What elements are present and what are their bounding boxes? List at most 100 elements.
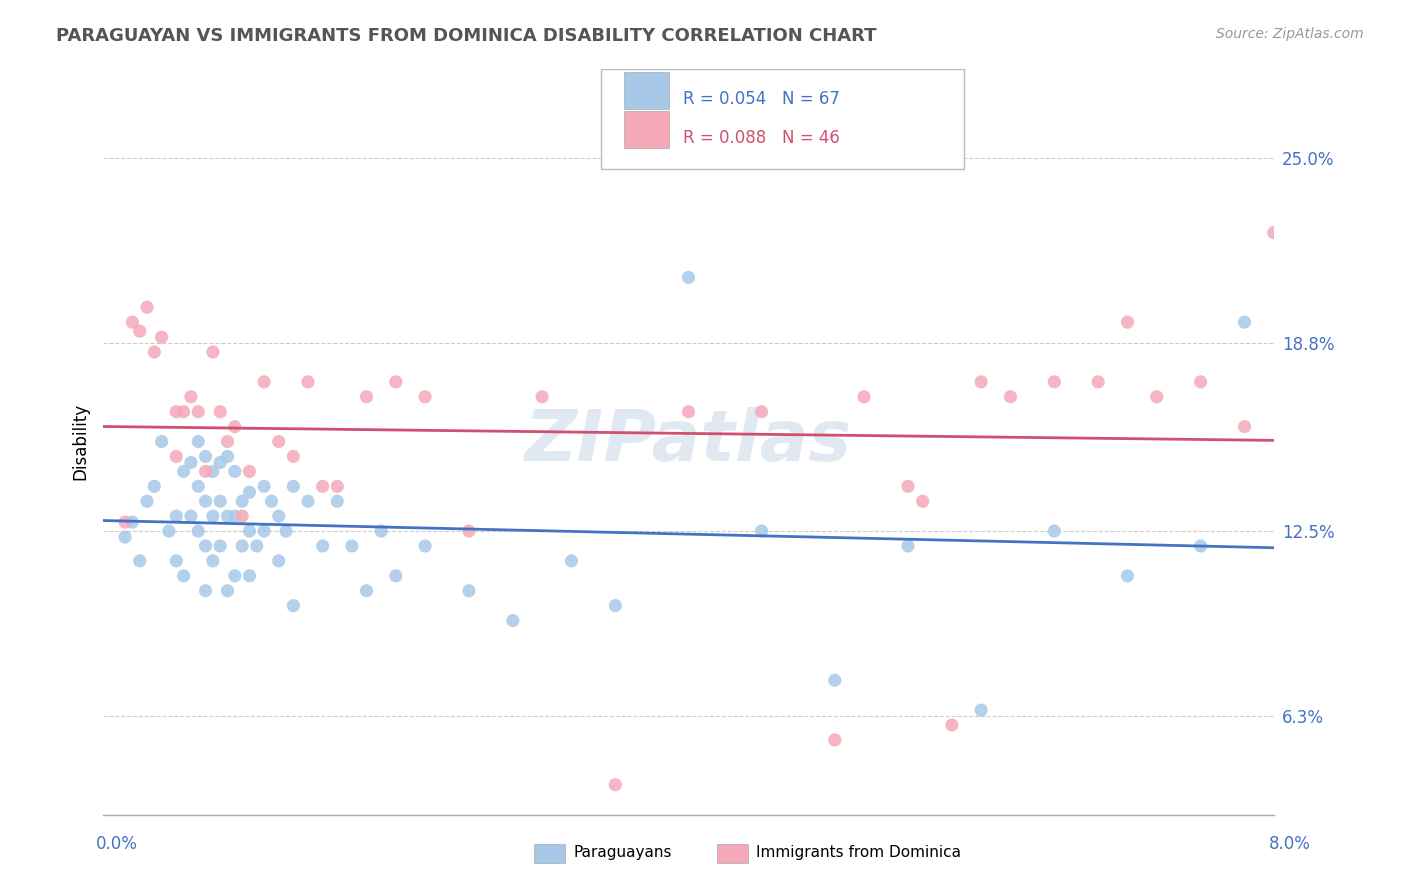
Point bbox=[458, 524, 481, 538]
Point bbox=[283, 599, 305, 613]
Point bbox=[853, 390, 876, 404]
Point bbox=[824, 673, 846, 688]
Point bbox=[751, 405, 773, 419]
Point bbox=[180, 455, 202, 469]
Point bbox=[187, 405, 209, 419]
Point bbox=[217, 450, 239, 464]
Point bbox=[143, 345, 166, 359]
Point bbox=[238, 524, 260, 538]
Point bbox=[173, 464, 195, 478]
Point bbox=[356, 390, 378, 404]
Point bbox=[413, 390, 436, 404]
Point bbox=[356, 583, 378, 598]
Point bbox=[238, 485, 260, 500]
Point bbox=[502, 614, 524, 628]
Point bbox=[413, 539, 436, 553]
Point bbox=[605, 599, 627, 613]
Point bbox=[173, 569, 195, 583]
Point bbox=[187, 524, 209, 538]
Point bbox=[385, 375, 408, 389]
Point bbox=[114, 530, 136, 544]
Point bbox=[311, 479, 333, 493]
Point bbox=[253, 375, 276, 389]
Point bbox=[231, 509, 253, 524]
Point bbox=[1233, 419, 1256, 434]
Point bbox=[246, 539, 269, 553]
Point bbox=[678, 270, 700, 285]
FancyBboxPatch shape bbox=[624, 72, 669, 109]
Point bbox=[128, 554, 150, 568]
Point bbox=[143, 479, 166, 493]
Point bbox=[194, 464, 217, 478]
Text: PARAGUAYAN VS IMMIGRANTS FROM DOMINICA DISABILITY CORRELATION CHART: PARAGUAYAN VS IMMIGRANTS FROM DOMINICA D… bbox=[56, 27, 877, 45]
Point bbox=[751, 524, 773, 538]
Point bbox=[180, 390, 202, 404]
Point bbox=[201, 345, 224, 359]
Point bbox=[370, 524, 392, 538]
Point bbox=[1146, 390, 1168, 404]
Point bbox=[253, 524, 276, 538]
Point bbox=[897, 479, 920, 493]
Point bbox=[201, 464, 224, 478]
Point bbox=[970, 375, 993, 389]
Point bbox=[311, 539, 333, 553]
Point bbox=[165, 554, 187, 568]
Point bbox=[150, 434, 173, 449]
Point bbox=[157, 524, 180, 538]
Point bbox=[173, 405, 195, 419]
Point bbox=[260, 494, 283, 508]
Point bbox=[194, 539, 217, 553]
Point bbox=[531, 390, 554, 404]
Text: 8.0%: 8.0% bbox=[1268, 835, 1310, 853]
Point bbox=[187, 479, 209, 493]
Point bbox=[283, 479, 305, 493]
Point bbox=[941, 718, 963, 732]
Point bbox=[180, 509, 202, 524]
Point bbox=[165, 405, 187, 419]
Point bbox=[297, 494, 319, 508]
Point bbox=[165, 450, 187, 464]
Point bbox=[1000, 390, 1022, 404]
Point bbox=[560, 554, 582, 568]
Point bbox=[217, 509, 239, 524]
Text: ZIPatlas: ZIPatlas bbox=[524, 407, 852, 476]
Point bbox=[187, 434, 209, 449]
Point bbox=[150, 330, 173, 344]
Point bbox=[326, 479, 349, 493]
Point bbox=[194, 494, 217, 508]
Point bbox=[267, 554, 290, 568]
Point bbox=[136, 300, 159, 314]
Point bbox=[224, 464, 246, 478]
FancyBboxPatch shape bbox=[624, 111, 669, 148]
Point bbox=[194, 583, 217, 598]
Point bbox=[1189, 375, 1212, 389]
Point bbox=[201, 554, 224, 568]
Point bbox=[194, 450, 217, 464]
Point bbox=[253, 479, 276, 493]
Point bbox=[128, 324, 150, 338]
Text: 0.0%: 0.0% bbox=[96, 835, 138, 853]
Point bbox=[121, 515, 143, 529]
Point bbox=[1043, 524, 1066, 538]
Point bbox=[224, 509, 246, 524]
Point bbox=[114, 515, 136, 529]
Point bbox=[209, 405, 232, 419]
Point bbox=[824, 733, 846, 747]
Text: Source: ZipAtlas.com: Source: ZipAtlas.com bbox=[1216, 27, 1364, 41]
Point bbox=[1233, 315, 1256, 329]
Point bbox=[238, 569, 260, 583]
Point bbox=[267, 434, 290, 449]
FancyBboxPatch shape bbox=[600, 69, 963, 169]
Point bbox=[385, 569, 408, 583]
Point bbox=[1263, 226, 1285, 240]
Point bbox=[897, 539, 920, 553]
Text: Paraguayans: Paraguayans bbox=[574, 846, 672, 860]
Point bbox=[297, 375, 319, 389]
Point bbox=[209, 455, 232, 469]
Point bbox=[458, 583, 481, 598]
Text: R = 0.054   N = 67: R = 0.054 N = 67 bbox=[682, 89, 839, 108]
Point bbox=[970, 703, 993, 717]
Point bbox=[1116, 315, 1139, 329]
Point bbox=[238, 464, 260, 478]
Text: Immigrants from Dominica: Immigrants from Dominica bbox=[756, 846, 962, 860]
